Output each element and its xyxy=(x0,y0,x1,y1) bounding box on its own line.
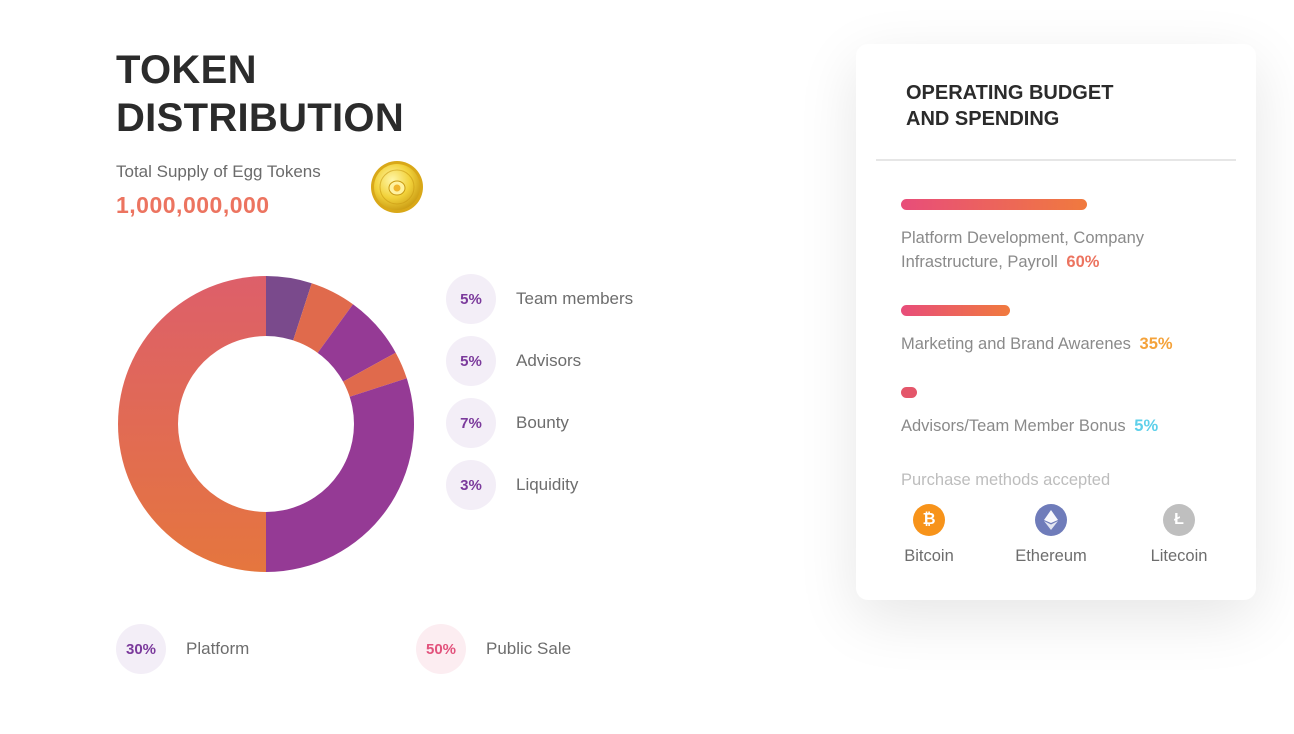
purchase-method-ethereum-label: Ethereum xyxy=(1015,547,1087,565)
card-divider xyxy=(876,159,1236,161)
legend-badge-team-members: 5% xyxy=(446,274,496,324)
ethereum-icon xyxy=(1035,504,1067,536)
egg-token-coin-icon xyxy=(371,161,423,213)
budget-bar-advisors-bonus xyxy=(901,387,917,398)
budget-bar-marketing xyxy=(901,305,1010,316)
legend-label-advisors: Advisors xyxy=(516,351,582,370)
legend-badge-public-sale: 50% xyxy=(416,624,466,674)
legend-badge-liquidity: 3% xyxy=(446,460,496,510)
total-supply-label: Total Supply of Egg Tokens xyxy=(116,162,321,181)
legend-item-team-members: 5% Team members xyxy=(446,274,633,324)
legend-label-platform: Platform xyxy=(186,639,250,658)
litecoin-icon: Ł xyxy=(1163,504,1195,536)
operating-budget-card: OPERATING BUDGET AND SPENDING Platform D… xyxy=(856,44,1256,600)
purchase-method-ethereum[interactable]: Ethereum xyxy=(1011,504,1091,566)
ethereum-glyph-icon xyxy=(1044,510,1058,530)
page-title-line1: TOKEN xyxy=(116,48,257,92)
legend-item-public-sale: 50% Public Sale xyxy=(416,624,571,674)
card-title-line1: OPERATING BUDGET xyxy=(906,82,1114,104)
legend-badge-bounty: 7% xyxy=(446,398,496,448)
legend-label-bounty: Bounty xyxy=(516,413,569,432)
legend-item-advisors: 5% Advisors xyxy=(446,336,581,386)
budget-pct-marketing: 35% xyxy=(1139,335,1173,353)
budget-pct-platform-development: 60% xyxy=(1066,253,1100,271)
purchase-method-bitcoin[interactable]: ₿ Bitcoin xyxy=(901,504,957,566)
budget-label-advisors-bonus-text: Advisors/Team Member Bonus xyxy=(901,417,1126,435)
legend-label-liquidity: Liquidity xyxy=(516,475,579,494)
legend-badge-platform: 30% xyxy=(116,624,166,674)
budget-pct-advisors-bonus: 5% xyxy=(1134,417,1159,435)
total-supply-value: 1,000,000,000 xyxy=(116,192,270,218)
purchase-method-bitcoin-label: Bitcoin xyxy=(904,547,954,565)
budget-label-advisors-bonus: Advisors/Team Member Bonus 5% xyxy=(901,414,1158,438)
budget-bar-platform-development xyxy=(901,199,1087,210)
budget-label-platform-development-line2: Infrastructure, Payroll xyxy=(901,253,1058,271)
budget-label-platform-development: Platform Development, Company Infrastruc… xyxy=(901,226,1144,274)
budget-label-marketing-text: Marketing and Brand Awarenes xyxy=(901,335,1131,353)
purchase-method-litecoin[interactable]: Ł Litecoin xyxy=(1144,504,1214,566)
legend-item-bounty: 7% Bounty xyxy=(446,398,569,448)
purchase-methods-label: Purchase methods accepted xyxy=(901,471,1111,489)
card-title-line2: AND SPENDING xyxy=(906,108,1060,130)
legend-badge-advisors: 5% xyxy=(446,336,496,386)
card-title: OPERATING BUDGET AND SPENDING xyxy=(906,80,1113,132)
legend-label-public-sale: Public Sale xyxy=(486,639,572,658)
token-distribution-donut-chart xyxy=(118,276,415,572)
purchase-method-litecoin-label: Litecoin xyxy=(1150,547,1208,565)
page-title-line2: DISTRIBUTION xyxy=(116,96,405,140)
legend-item-platform: 30% Platform xyxy=(116,624,249,674)
page-title: TOKEN DISTRIBUTION xyxy=(116,46,404,142)
budget-label-marketing: Marketing and Brand Awarenes 35% xyxy=(901,332,1173,356)
bitcoin-icon: ₿ xyxy=(913,504,945,536)
legend-item-liquidity: 3% Liquidity xyxy=(446,460,578,510)
legend-label-team-members: Team members xyxy=(516,289,634,308)
budget-label-platform-development-line1: Platform Development, Company xyxy=(901,229,1145,247)
